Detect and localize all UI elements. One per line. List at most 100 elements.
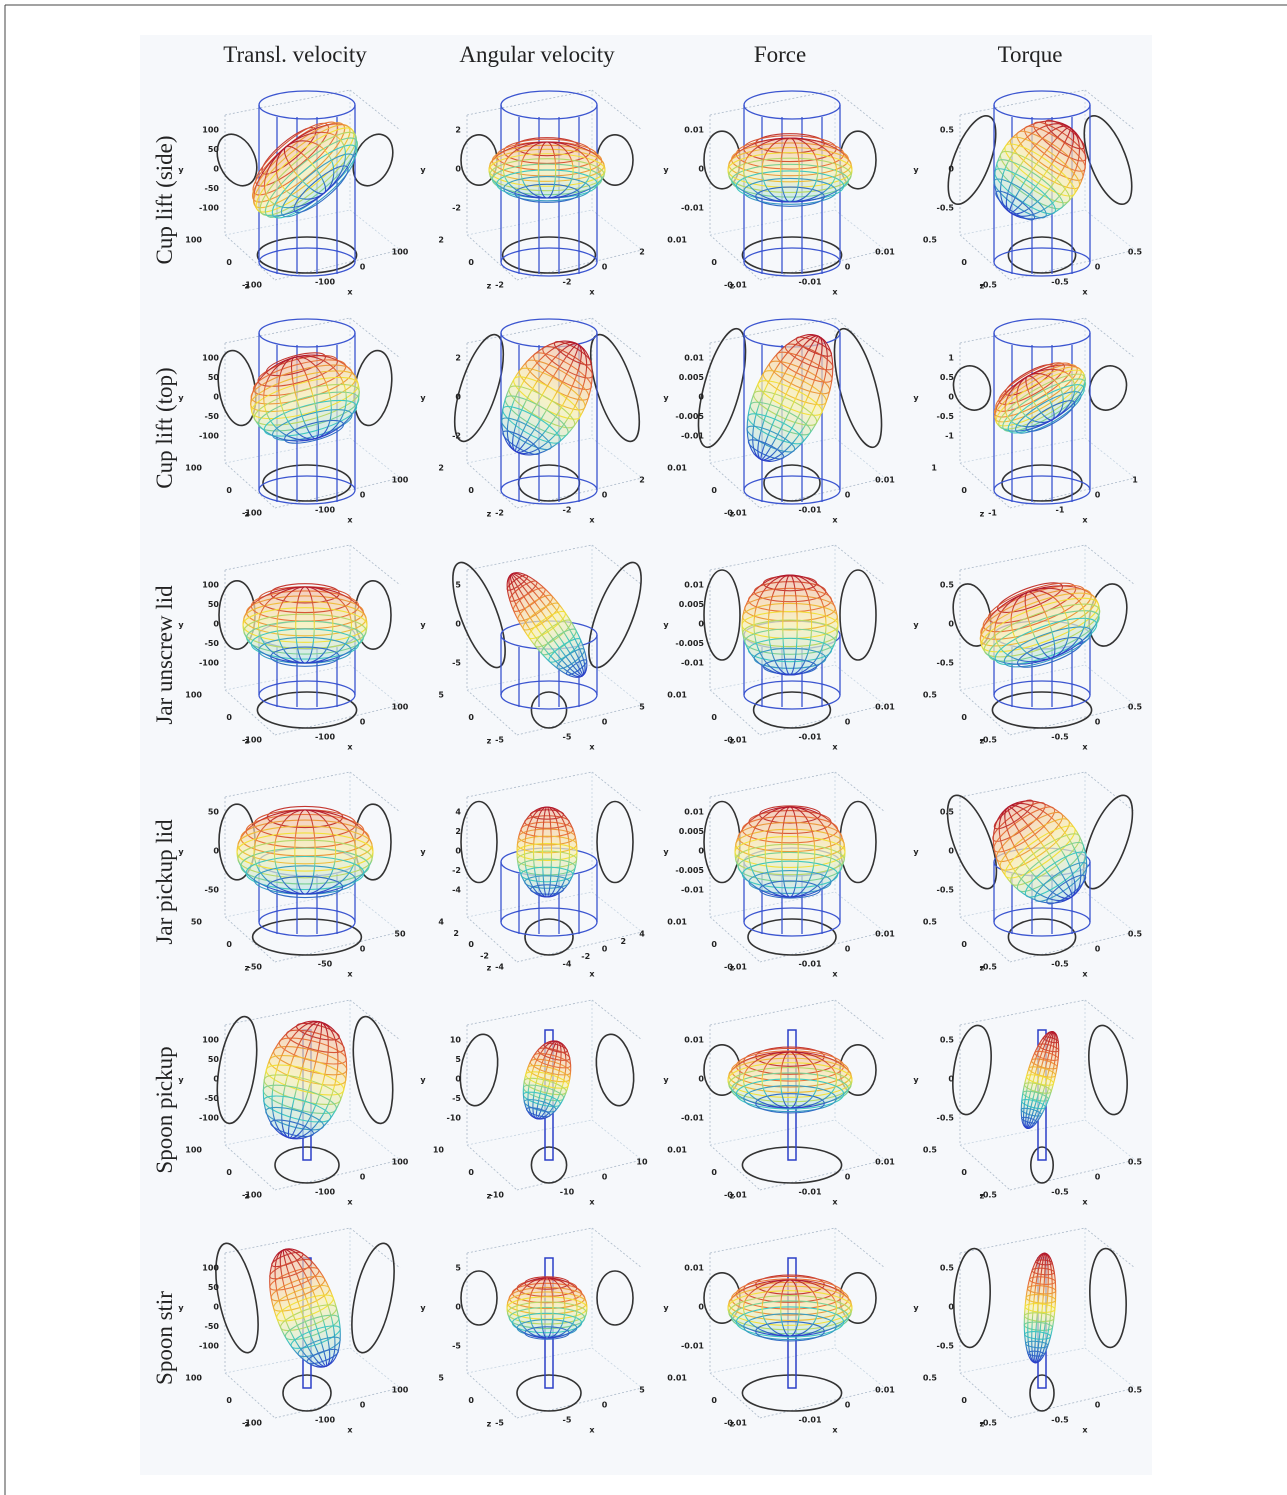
y-tick-label: -0.5 (937, 1342, 955, 1351)
x-tick-label: 0 (360, 718, 366, 727)
z-tick-label: 0 (961, 1168, 967, 1177)
row-label: Spoon stir (152, 1291, 177, 1385)
x-tick-label: 0.01 (875, 248, 895, 257)
grid-line (834, 1119, 886, 1161)
y-tick-label: -0.5 (937, 659, 955, 668)
projection-right (589, 333, 641, 443)
grid-line (224, 209, 351, 236)
x-tick-label: 0 (1095, 263, 1101, 272)
column-header: Torque (998, 42, 1063, 67)
x-axis-label: x (347, 288, 353, 297)
y-tick-label: -50 (205, 639, 220, 648)
axis-box-line (466, 1372, 518, 1419)
x-tick-label: 0 (1095, 491, 1101, 500)
ellipsoid-meridian (727, 1279, 853, 1337)
y-tick-label: 0.01 (684, 581, 704, 590)
grid-line (224, 1119, 351, 1146)
y-axis-label: y (913, 621, 919, 630)
x-tick-label: -0.01 (798, 733, 821, 742)
z-tick-label: 0 (711, 940, 717, 949)
z-axis-label: z (980, 1192, 985, 1201)
y-tick-label: 0 (455, 847, 461, 856)
ellipsoid-surface (1021, 1031, 1059, 1129)
x-tick-label: -0.01 (798, 278, 821, 287)
ellipsoid (500, 340, 594, 456)
z-axis-label: z (980, 737, 985, 746)
panel: 0.50-0.5y0.50-0.5z -0.500.5x (913, 771, 1143, 979)
y-tick-label: 0 (698, 165, 704, 174)
z-tick-label: 0.5 (923, 236, 938, 245)
y-tick-label: -0.5 (937, 1114, 955, 1123)
projection-bottom (741, 1146, 843, 1184)
axis-box-line (709, 89, 836, 116)
z-tick-label: 4 (438, 918, 444, 927)
x-tick-label: 0 (360, 1173, 366, 1182)
axis-box-line (466, 999, 593, 1026)
projection-bottom (256, 236, 358, 274)
ellipsoid (506, 572, 588, 678)
z-axis-label: z (245, 1192, 250, 1201)
y-tick-label: -0.5 (937, 886, 955, 895)
column-header: Force (754, 42, 806, 67)
projection-left (460, 1270, 498, 1326)
y-axis-label: y (420, 394, 426, 403)
x-tick-label: 0 (1095, 945, 1101, 954)
projection-bottom (1007, 236, 1077, 274)
z-tick-label: 0 (711, 486, 717, 495)
x-tick-label: -5 (563, 1416, 572, 1425)
axis-box-line (516, 931, 643, 963)
z-axis-label: z (487, 1420, 492, 1429)
axis-box-line (709, 544, 836, 571)
axis-box-line (1009, 1159, 1136, 1191)
y-tick-label: -0.5 (937, 204, 955, 213)
z-tick-label: 0 (961, 940, 967, 949)
z-axis-label: z (245, 282, 250, 291)
y-tick-label: 50 (208, 145, 220, 154)
grid-line (959, 1119, 1086, 1146)
grid-line (709, 1119, 836, 1146)
panel: 0.50-0.5y0.50-0.5z -0.500.5x (913, 999, 1143, 1207)
grid-line (349, 209, 401, 251)
x-tick-label: -0.01 (798, 960, 821, 969)
row-label: Jar pickup lid (152, 819, 177, 945)
x-tick-label: 0.01 (875, 1386, 895, 1395)
z-tick-label: 0.5 (923, 691, 938, 700)
x-tick-label: 100 (392, 703, 409, 712)
z-tick-label: 5 (438, 691, 444, 700)
grid-line (466, 1347, 593, 1374)
y-tick-label: 0.005 (679, 827, 705, 836)
projection-bottom (1029, 1374, 1055, 1412)
z-axis-label: z (730, 282, 735, 291)
x-tick-label: -0.01 (798, 1188, 821, 1197)
grid-line (709, 664, 836, 691)
z-tick-label: 10 (433, 1146, 445, 1155)
grid-line (834, 1347, 886, 1389)
y-tick-label: 0.5 (940, 373, 955, 382)
z-tick-label: 2 (438, 464, 444, 473)
axis-box-line (1084, 317, 1136, 359)
ellipsoid (269, 1248, 341, 1368)
column-header: Transl. velocity (223, 42, 367, 67)
ellipsoid-meridian (992, 800, 1088, 904)
axis-box-line (466, 317, 593, 344)
y-axis-label: y (913, 1304, 919, 1313)
y-tick-label: 0 (213, 1075, 219, 1084)
ellipsoid-surface (728, 138, 852, 202)
y-axis-label: y (420, 1304, 426, 1313)
y-tick-label: -100 (199, 204, 219, 213)
ellipsoid-meridian (488, 141, 606, 199)
y-tick-label: 0 (948, 1075, 954, 1084)
ellipsoid-meridian (746, 334, 834, 462)
y-tick-label: -0.005 (675, 866, 704, 875)
z-tick-label: -100 (242, 1191, 262, 1200)
z-axis-label: z (730, 737, 735, 746)
axis-box-line (834, 317, 886, 359)
x-tick-label: 0 (845, 1401, 851, 1410)
x-tick-label: -2 (581, 952, 590, 961)
row-label: Jar unscrew lid (152, 585, 177, 725)
x-tick-label: 10 (636, 1158, 648, 1167)
y-tick-label: -0.01 (681, 1342, 704, 1351)
x-tick-label: 0 (602, 1173, 608, 1182)
